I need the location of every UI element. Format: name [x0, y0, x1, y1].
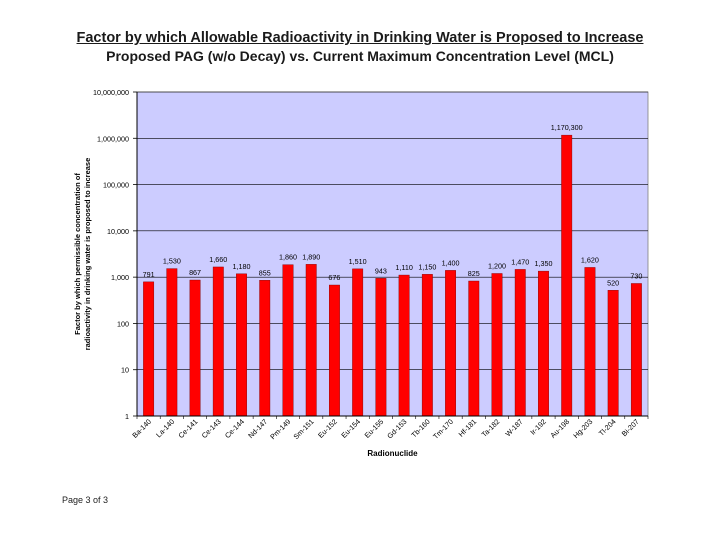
- x-tick-label: Hg-203: [571, 417, 594, 440]
- data-label: 730: [630, 271, 642, 280]
- x-axis-ticks: Ba-140 La-140 Ce-141 Ce-143 Ce-144 Nd-147 Pm-1…: [130, 415, 649, 441]
- bar-W-187: [514, 269, 526, 417]
- data-label: 1,170,300: [551, 123, 583, 132]
- x-tick-label: Gd-153: [385, 417, 408, 440]
- bar-Bi-207: [630, 283, 642, 417]
- bar-Au-198: [561, 134, 573, 417]
- data-label: 855: [259, 268, 271, 277]
- bar-Tl-204: [607, 290, 619, 417]
- data-label: 676: [328, 273, 340, 282]
- bar-Ce-141: [189, 279, 201, 417]
- x-tick-label: W-187: [503, 417, 524, 438]
- x-tick-label: Ir-192: [528, 417, 548, 437]
- data-label: 1,890: [302, 252, 320, 261]
- y-tick-label: 10,000,000: [93, 88, 129, 97]
- x-tick-label: Tm-170: [431, 417, 455, 441]
- x-tick-label: Bi-207: [620, 417, 641, 438]
- x-tick-label: Nd-147: [246, 417, 269, 440]
- bar-Ce-143: [212, 266, 224, 417]
- y-axis-ticks: 1 10 100 1,000 10,000 100,000 1,000,000 10,000,…: [93, 88, 138, 421]
- data-label: 791: [143, 270, 155, 279]
- x-tick-label: Ce-143: [200, 417, 223, 440]
- data-label: 825: [468, 269, 480, 278]
- x-tick-label: Pm-149: [268, 417, 292, 441]
- x-tick-label: Ce-144: [223, 417, 246, 440]
- data-label: 1,150: [418, 262, 436, 271]
- data-label: 1,180: [233, 262, 251, 271]
- data-label: 1,470: [511, 257, 529, 266]
- data-label: 1,110: [395, 263, 412, 272]
- data-label: 867: [189, 268, 201, 277]
- x-tick-label: La-140: [154, 417, 176, 439]
- x-tick-label: Sm-151: [291, 417, 315, 441]
- y-axis-title-line2: radioactivity in drinking water is propo…: [83, 158, 92, 351]
- bar-Ir-192: [538, 270, 549, 417]
- x-tick-label: Hf-181: [457, 417, 479, 439]
- x-axis-title: Radionuclide: [367, 449, 418, 458]
- y-tick-label: 1,000: [111, 273, 129, 282]
- data-label: 1,200: [488, 261, 506, 270]
- bar-Nd-147: [259, 280, 271, 417]
- y-tick-label: 100,000: [103, 181, 129, 190]
- x-tick-label: Ta-182: [480, 417, 502, 439]
- x-tick-label: Tb-160: [409, 417, 431, 439]
- bar-Ta-182: [491, 273, 503, 417]
- y-axis-title-line1: Factor by which permissible concentratio…: [73, 173, 82, 335]
- y-tick-label: 100: [117, 319, 129, 328]
- bar-Pm-149: [282, 264, 294, 417]
- x-tick-label: Ba-140: [130, 417, 153, 440]
- bar-Tm-170: [445, 270, 456, 417]
- x-tick-label: Au-198: [548, 417, 571, 440]
- bar-Hf-181: [468, 280, 480, 417]
- data-label: 1,530: [163, 257, 181, 266]
- data-label: 1,660: [209, 255, 227, 264]
- x-tick-label: Ce-141: [176, 417, 199, 440]
- bars: [143, 134, 642, 417]
- bar-Eu-155: [375, 278, 387, 417]
- bar-Eu-152: [329, 284, 340, 417]
- bar-Hg-203: [584, 267, 596, 417]
- x-tick-label: Eu-155: [363, 417, 386, 440]
- x-tick-label: Eu-154: [339, 417, 362, 440]
- bar-Gd-153: [398, 274, 410, 417]
- bar-Ce-144: [236, 273, 247, 417]
- data-label: 1,620: [581, 255, 599, 264]
- x-tick-label: Eu-152: [316, 417, 339, 440]
- data-label: 1,400: [442, 258, 460, 267]
- data-label: 943: [375, 266, 387, 275]
- bar-Sm-151: [305, 264, 317, 417]
- data-label: 1,510: [349, 257, 367, 266]
- bar-Tb-160: [421, 274, 433, 417]
- chart-title: Factor by which Allowable Radioactivity …: [76, 30, 644, 46]
- bar-Ba-140: [143, 281, 155, 417]
- bar-La-140: [166, 268, 178, 417]
- y-tick-label: 10: [121, 366, 129, 375]
- x-tick-label: Tl-204: [597, 417, 618, 438]
- y-tick-label: 1: [125, 412, 129, 421]
- data-label: 520: [607, 278, 619, 287]
- data-labels: 791 1,530 867 1,660 1,180 855 1,860 1,890 676 1,5…: [143, 123, 643, 287]
- y-tick-label: 10,000: [107, 227, 129, 236]
- data-label: 1,860: [279, 253, 297, 262]
- bar-Eu-154: [352, 268, 364, 417]
- page-footer: Page 3 of 3: [62, 495, 109, 505]
- chart-subtitle: Proposed PAG (w/o Decay) vs. Current Max…: [106, 48, 614, 64]
- data-label: 1,350: [534, 259, 552, 268]
- y-tick-label: 1,000,000: [97, 134, 129, 143]
